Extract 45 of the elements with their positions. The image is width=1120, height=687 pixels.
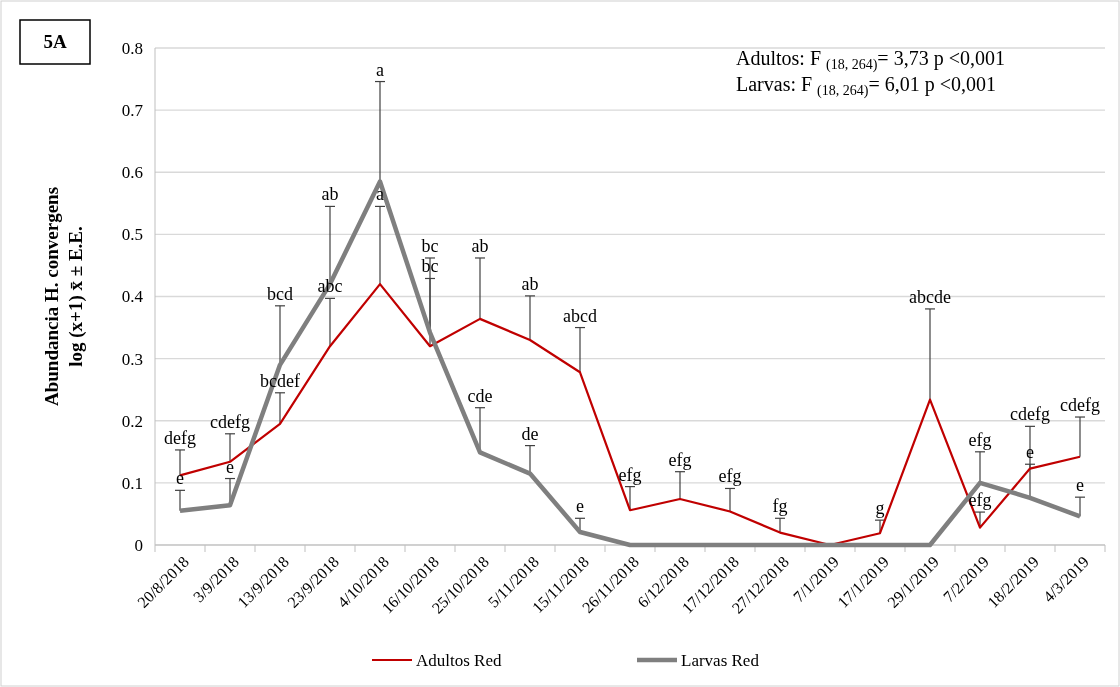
y-tick-label: 0.5 (121, 225, 143, 245)
annotation: e (1076, 475, 1084, 496)
y-tick-label: 0.1 (121, 473, 143, 493)
annotation: Larvas: F $_{(18, 264)}$= 6,01 p <0,001 (736, 73, 996, 100)
annotation: e (576, 496, 584, 517)
annotation: bc (421, 235, 439, 256)
y-tick-label: 0.2 (121, 411, 143, 431)
annotation: defg (164, 427, 196, 448)
y-tick-label: 0.3 (121, 349, 143, 369)
annotation: efg (718, 466, 742, 487)
annotation: e (226, 456, 234, 477)
annotation: Adultos: F $_{(18, 264)}$= 3,73 p <0,001 (736, 47, 1005, 74)
annotation: e (176, 468, 184, 489)
y-axis-title: Abundancia H. convergens log (x+1) x̄ ± E.E. (41, 186, 87, 407)
annotation: de (521, 423, 539, 444)
annotation: efg (618, 464, 642, 485)
annotation: abcde (909, 286, 951, 307)
annotation: bc (421, 256, 439, 277)
annotation: g (875, 498, 885, 519)
annotation: ab (471, 235, 489, 256)
annotation: abc (317, 276, 343, 297)
y-tick-label: 0.7 (121, 101, 144, 121)
annotation: ab (521, 273, 539, 294)
annotation: cdefg (1060, 395, 1100, 416)
annotation: efg (968, 429, 992, 450)
annotation: a (376, 184, 384, 205)
annotation: efg (668, 449, 692, 470)
annotation: abcd (563, 305, 597, 326)
annotation: ab (321, 184, 339, 205)
annotation: bcdef (260, 370, 300, 391)
annotation: cdefg (1010, 404, 1050, 425)
annotation: efg (968, 490, 992, 511)
annotation: bcd (267, 283, 293, 304)
annotation: fg (772, 496, 788, 517)
y-tick-label: 0.4 (121, 287, 144, 307)
y-tick-label: 0 (134, 535, 143, 555)
legend-label: Larvas Red (681, 650, 760, 670)
legend-label: Adultos Red (416, 650, 502, 670)
y-tick-label: 0.8 (121, 38, 143, 58)
annotation: cde (467, 385, 493, 406)
chart-title: 5A (43, 31, 67, 52)
annotation: a (376, 59, 384, 80)
annotation: cdefg (210, 411, 250, 432)
annotation: e (1026, 442, 1034, 463)
y-tick-label: 0.6 (121, 163, 143, 183)
